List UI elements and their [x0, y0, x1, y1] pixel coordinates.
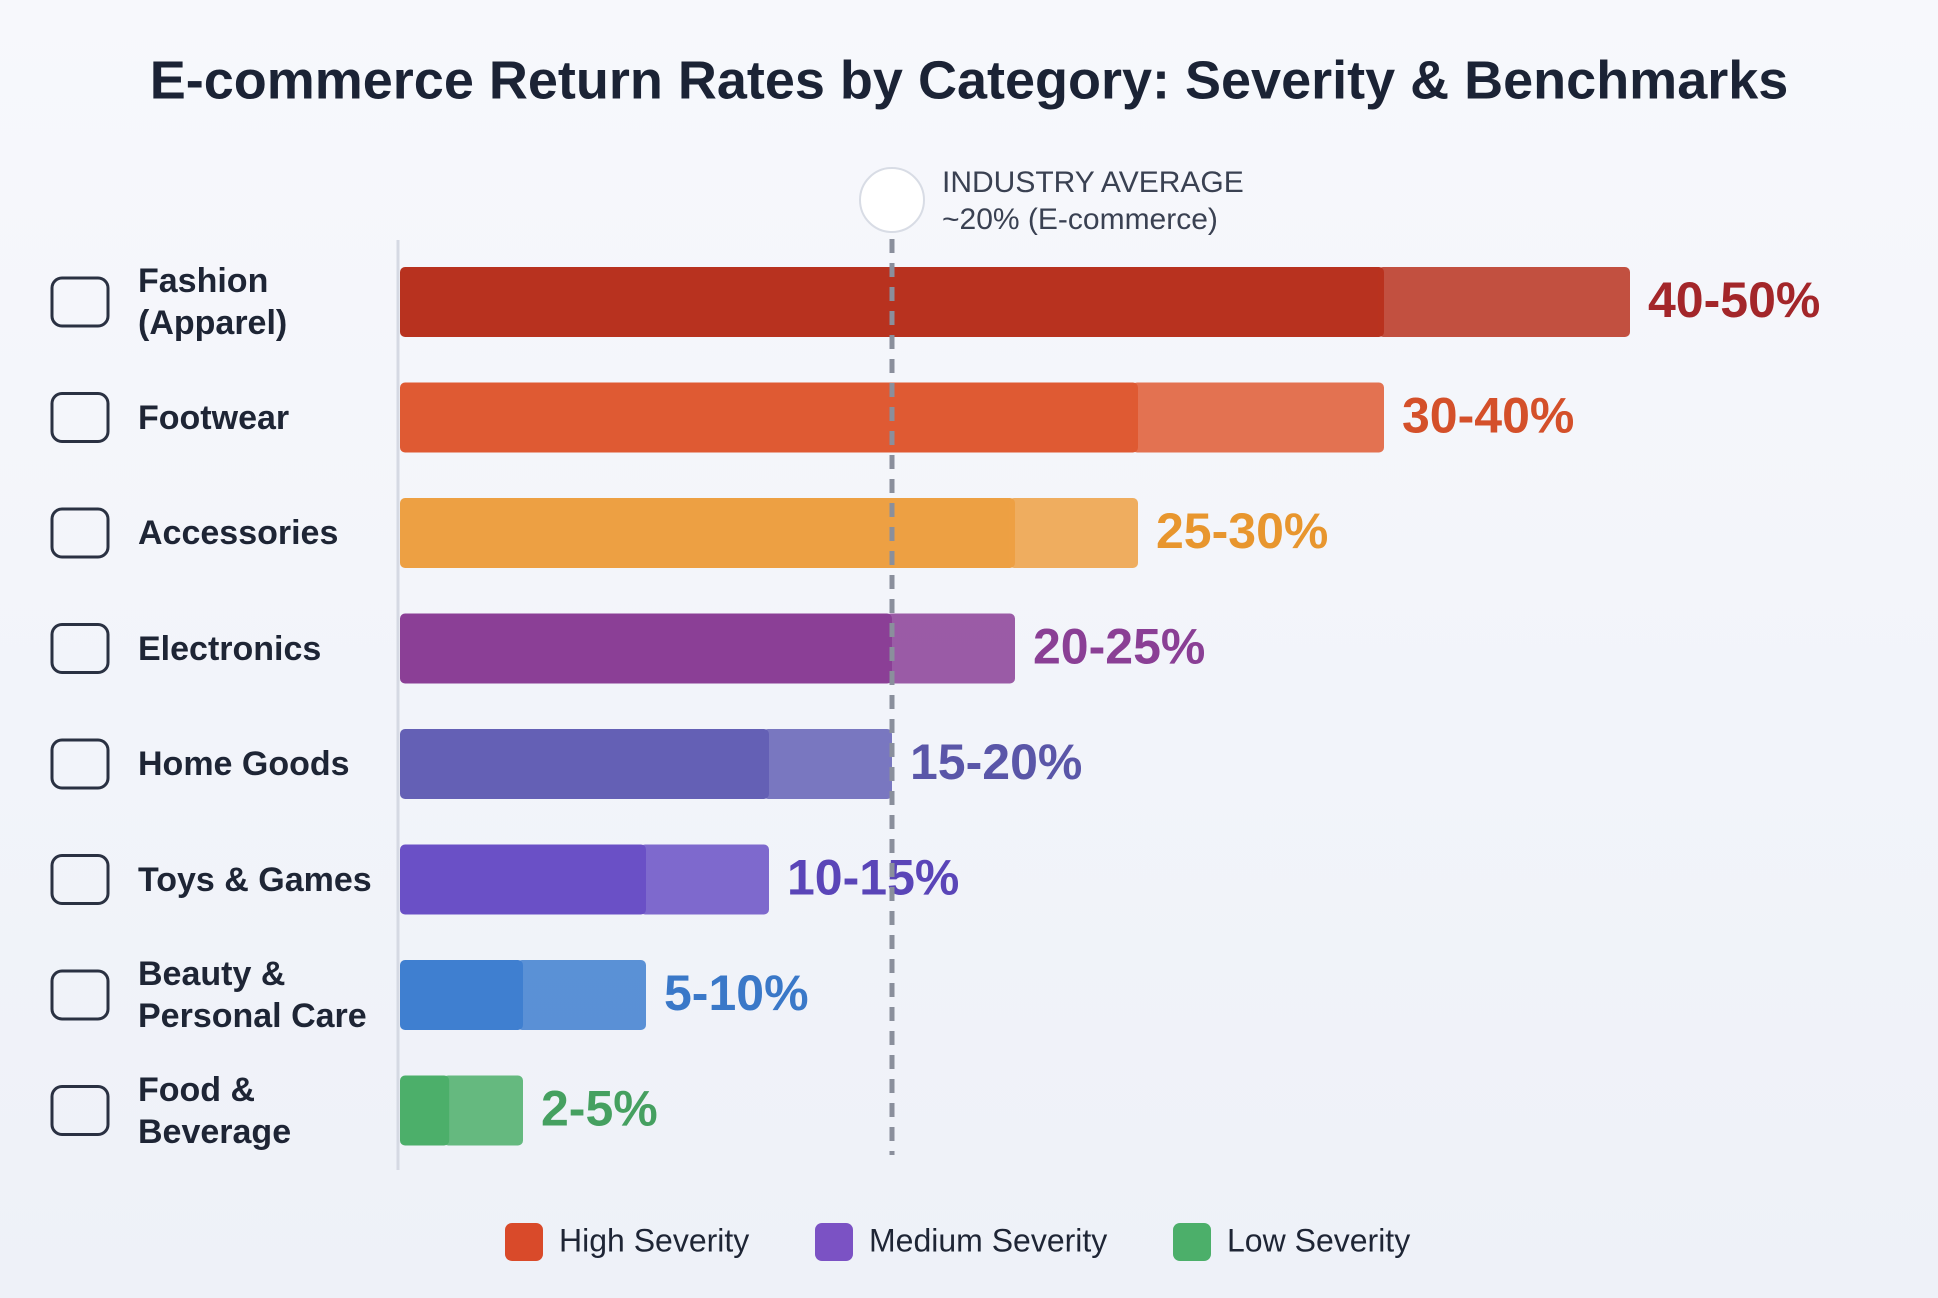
icon	[50, 969, 110, 1021]
legend-label: Medium Severity	[869, 1222, 1107, 1258]
bar	[400, 267, 1384, 337]
bar-range	[640, 844, 769, 915]
legend-swatch	[815, 1223, 853, 1261]
legend-swatch	[505, 1223, 543, 1261]
legend-label: Low Severity	[1227, 1222, 1410, 1258]
bar-range	[1132, 382, 1384, 453]
value-label: 40-50%	[1648, 272, 1820, 328]
bar	[400, 498, 1015, 568]
value-label: 5-10%	[664, 965, 809, 1021]
value-label: 10-15%	[787, 850, 959, 906]
icon	[50, 623, 110, 674]
bar-range	[886, 613, 1015, 684]
icon	[50, 738, 110, 790]
category-label: Electronics	[138, 629, 322, 668]
category-label: Toys & Games	[138, 860, 372, 899]
category-label: Food & Beverage	[138, 1070, 292, 1151]
value-label: 25-30%	[1156, 503, 1328, 559]
reference-icon	[859, 167, 925, 233]
icon	[50, 854, 110, 905]
bar-range	[443, 1075, 523, 1146]
category-label: Accessories	[138, 514, 339, 552]
bar	[400, 729, 769, 799]
icon	[50, 392, 110, 443]
category-label: Beauty & Personal Care	[138, 955, 367, 1035]
legend-swatch	[1173, 1223, 1211, 1261]
category-label: Fashion (Apparel)	[138, 262, 288, 342]
bar-range	[1009, 498, 1138, 568]
value-label: 30-40%	[1402, 388, 1574, 444]
legend-label: High Severity	[559, 1222, 749, 1258]
value-label: 20-25%	[1033, 619, 1205, 675]
reference-label: INDUSTRY AVERAGE	[942, 166, 1244, 199]
value-label: 2-5%	[541, 1081, 658, 1137]
icon	[50, 1085, 110, 1136]
bar-range	[517, 960, 646, 1030]
value-label: 15-20%	[910, 734, 1082, 790]
bar-range	[1378, 267, 1630, 337]
category-label: Home Goods	[138, 745, 350, 783]
bar	[400, 382, 1138, 453]
icon	[50, 276, 110, 328]
chart-title: E-commerce Return Rates by Category: Sev…	[150, 50, 1789, 110]
bar	[400, 960, 523, 1030]
bar	[400, 844, 646, 915]
bar-range	[763, 729, 892, 799]
icon	[50, 507, 110, 559]
reference-text: ~20% (E-commerce)	[942, 203, 1218, 236]
category-label: Footwear	[138, 398, 290, 437]
bar	[400, 613, 892, 684]
bar	[400, 1075, 450, 1146]
